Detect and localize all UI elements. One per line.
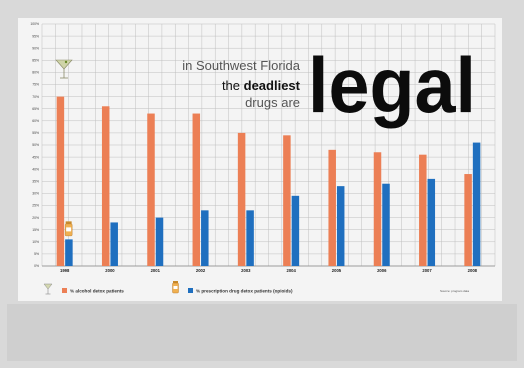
bar-alcohol-2006: [373, 152, 382, 266]
y-tick-label: 55%: [32, 131, 39, 135]
x-tick-label: 2004: [286, 268, 296, 273]
y-tick-label: 90%: [32, 46, 39, 50]
bar-alcohol-1998: [56, 96, 65, 266]
bar-alcohol-2008: [464, 174, 472, 266]
x-tick-label: 2007: [422, 268, 432, 273]
bar-opioid-2006: [382, 183, 390, 266]
headline-big-word: legal: [308, 41, 476, 129]
headline: in Southwest Florida the deadliest drugs…: [182, 41, 476, 129]
y-tick-label: 85%: [32, 59, 39, 63]
y-tick-label: 30%: [32, 192, 39, 196]
y-tick-label: 95%: [32, 34, 39, 38]
x-tick-label: 2005: [332, 268, 342, 273]
bar-alcohol-2004: [283, 135, 291, 266]
y-tick-label: 5%: [34, 252, 39, 256]
y-tick-label: 25%: [32, 204, 39, 208]
bar-opioid-2008: [472, 142, 481, 266]
y-tick-label: 50%: [32, 143, 39, 147]
x-axis-ticks: 1998 2000 2001 2002 2003 2004 2005 2006 2007 2008: [60, 268, 478, 273]
source-note: Source: program data: [440, 289, 469, 293]
x-tick-label: 2000: [105, 268, 115, 273]
chart-bars: [56, 96, 481, 266]
y-tick-label: 40%: [32, 167, 39, 171]
x-tick-label: 2001: [151, 268, 161, 273]
bar-opioid-2002: [201, 210, 209, 266]
bar-opioid-2004: [291, 195, 300, 266]
legend-martini-icon: [43, 283, 53, 295]
y-tick-label: 65%: [32, 107, 39, 111]
y-tick-label: 45%: [32, 155, 39, 159]
bar-opioid-2001: [155, 217, 164, 266]
bottom-panel: [7, 304, 517, 361]
headline-line2-prefix: the: [222, 78, 240, 93]
bar-alcohol-2001: [147, 113, 155, 266]
x-tick-label: 2008: [468, 268, 478, 273]
y-tick-label: 60%: [32, 119, 39, 123]
martini-glass-icon: [55, 59, 73, 79]
bar-alcohol-2005: [328, 149, 336, 266]
bar-alcohol-2003: [237, 132, 246, 266]
y-tick-label: 0%: [34, 264, 39, 268]
bar-opioid-1998: [65, 239, 73, 266]
y-tick-label: 75%: [32, 83, 39, 87]
legend: % alcohol detox patients % prescription …: [43, 281, 469, 295]
legend-label-alcohol: % alcohol detox patients: [70, 289, 124, 294]
legend-pill-bottle-icon: [172, 281, 179, 294]
y-tick-label: 80%: [32, 71, 39, 75]
legend-swatch-opioid: [188, 288, 193, 293]
legend-label-opioid: % prescription drug detox patients (opio…: [196, 289, 293, 294]
bar-alcohol-2000: [101, 106, 110, 266]
bar-opioid-2003: [246, 210, 254, 266]
x-tick-label: 2003: [241, 268, 251, 273]
bar-alcohol-2002: [192, 113, 201, 266]
headline-line2: the deadliest: [222, 78, 301, 93]
x-tick-label: 2002: [196, 268, 206, 273]
headline-line1: in Southwest Florida: [182, 58, 301, 73]
pill-bottle-icon: [64, 221, 73, 237]
bar-alcohol-2007: [419, 154, 427, 266]
y-tick-label: 70%: [32, 95, 39, 99]
y-tick-label: 20%: [32, 216, 39, 220]
x-tick-label: 2006: [377, 268, 387, 273]
y-tick-label: 35%: [32, 180, 39, 184]
legend-swatch-alcohol: [62, 288, 67, 293]
headline-line3: drugs are: [245, 95, 300, 110]
bar-opioid-2000: [110, 222, 118, 266]
y-tick-label: 15%: [32, 228, 39, 232]
y-tick-label: 10%: [32, 240, 39, 244]
y-tick-label: 100%: [30, 22, 39, 26]
headline-line2-bold: deadliest: [244, 78, 301, 93]
bar-opioid-2007: [427, 178, 436, 266]
y-axis-ticks: 0% 5% 10% 15% 20% 25% 30% 35% 40% 45% 50% 55% 60% 65%…: [30, 22, 39, 268]
bar-opioid-2005: [336, 186, 345, 266]
x-tick-label: 1998: [60, 268, 70, 273]
